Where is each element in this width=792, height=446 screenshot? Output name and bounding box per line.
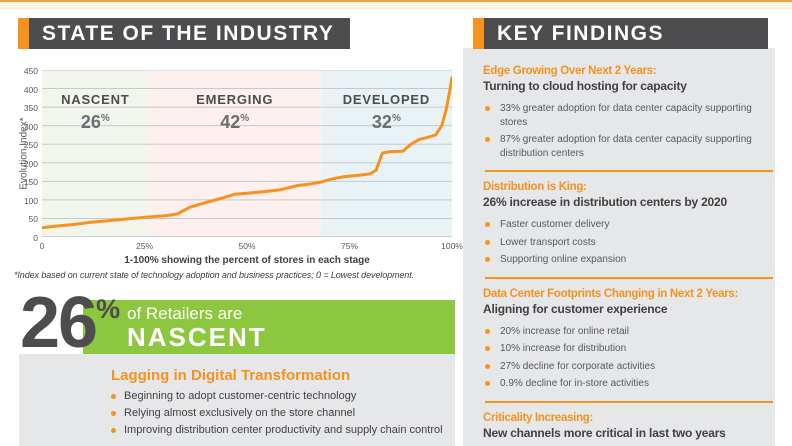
- finding-bullet: Lower transport costs: [485, 236, 775, 250]
- key-findings-title: KEY FINDINGS: [484, 18, 768, 49]
- finding-section: Edge Growing Over Next 2 Years: Turning …: [483, 65, 775, 172]
- y-tick-label: 400: [23, 84, 38, 95]
- x-axis-caption: 1-100% showing the percent of stores in …: [124, 255, 370, 266]
- finding-title: Distribution is King:: [483, 181, 587, 193]
- zone-label-developed: DEVELOPED 32%: [343, 92, 430, 133]
- key-findings-panel: KEY FINDINGS Edge Growing Over Next 2 Ye…: [463, 18, 775, 446]
- x-tick-label: 25%: [135, 241, 153, 251]
- zone-percentage: 42%: [220, 112, 250, 132]
- finding-bullet: 87% greater adoption for data center cap…: [485, 133, 775, 160]
- zone-percentage: 26%: [80, 112, 110, 132]
- finding-bullet-list: 20% increase for online retail 10% increa…: [483, 325, 775, 391]
- finding-bullet: 10% increase for distribution: [485, 342, 775, 356]
- banner-subtext: of Retailers are: [127, 304, 243, 323]
- lagging-title: Lagging in Digital Transformation: [111, 367, 351, 384]
- section-divider: [485, 400, 773, 403]
- section-divider: [485, 170, 773, 172]
- header-accent-block: [18, 18, 29, 49]
- nascent-banner-background: of Retailers are NASCENT: [83, 300, 455, 354]
- zone-nascent: [42, 70, 149, 237]
- finding-subtitle: Aligning for customer experience: [483, 301, 668, 316]
- y-tick-label: 300: [23, 121, 38, 132]
- zone-name: NASCENT: [61, 92, 130, 107]
- section-divider: [485, 276, 773, 279]
- y-tick-label: 450: [23, 66, 38, 76]
- finding-bullet: 33% greater adoption for data center cap…: [485, 102, 775, 129]
- y-tick-label: 250: [23, 140, 38, 151]
- lagging-box: Lagging in Digital Transformation Beginn…: [19, 354, 455, 446]
- finding-section: Data Center Footprints Changing in Next …: [483, 288, 775, 403]
- evolution-index-chart: Evolution Index* 450 400 350 300 250 200 150 10…: [12, 66, 463, 270]
- finding-section: Distribution is King: 26% increase in di…: [483, 181, 775, 279]
- finding-title: Edge Growing Over Next 2 Years:: [483, 65, 657, 77]
- y-tick-label: 200: [23, 158, 38, 169]
- index-footnote: *Index based on current state of technol…: [14, 270, 415, 280]
- y-tick-label: 0: [33, 233, 38, 243]
- finding-subtitle: Turning to cloud hosting for capacity: [483, 79, 687, 93]
- finding-bullet-list: 33% greater adoption for data center cap…: [483, 102, 775, 160]
- zone-percentage: 32%: [371, 112, 401, 132]
- finding-subtitle: New channels more critical in last two y…: [483, 425, 726, 440]
- finding-bullet-list: Faster customer delivery Lower transport …: [483, 218, 775, 267]
- top-accent-bar: [0, 0, 792, 10]
- y-tick-label: 50: [28, 214, 38, 225]
- nascent-banner: of Retailers are NASCENT 26%: [12, 287, 455, 359]
- line-plot: [42, 70, 452, 237]
- state-of-industry-header: STATE OF THE INDUSTRY: [18, 18, 351, 49]
- header-accent-block: [473, 18, 484, 49]
- key-findings-background: [463, 48, 775, 446]
- y-tick-label: 350: [23, 103, 38, 114]
- zone-emerging: [148, 70, 321, 237]
- x-tick-label: 0: [39, 241, 45, 251]
- x-tick-label: 100%: [441, 241, 463, 251]
- finding-bullet: Faster customer delivery: [485, 218, 775, 232]
- finding-section: Criticality Increasing: New channels mor…: [483, 412, 775, 446]
- zone-label-nascent: NASCENT 26%: [61, 92, 129, 133]
- zone-name: DEVELOPED: [342, 92, 431, 107]
- key-findings-header: KEY FINDINGS: [473, 18, 768, 49]
- evolution-index-line: [42, 75, 452, 230]
- lagging-bullet: Beginning to adopt customer-centric tech…: [111, 390, 455, 404]
- finding-bullet: 20% increase for online retail: [485, 325, 775, 339]
- finding-bullet: Supporting online expansion: [485, 253, 775, 267]
- zone-name: EMERGING: [196, 92, 274, 107]
- nascent-percentage-number: 26: [20, 283, 98, 363]
- zone-label-emerging: EMERGING 42%: [196, 92, 273, 133]
- x-tick-label: 50%: [238, 241, 256, 251]
- banner-stage-name: NASCENT: [127, 322, 267, 353]
- finding-bullet: 27% decline for corporate activities: [485, 360, 775, 374]
- finding-subtitle: 26% increase in distribution centers by …: [483, 195, 727, 209]
- finding-title: Criticality Increasing:: [483, 411, 594, 424]
- nascent-percentage: 26%: [20, 287, 121, 359]
- lagging-bullet-list: Beginning to adopt customer-centric tech…: [111, 390, 455, 437]
- y-tick-label: 150: [23, 177, 38, 188]
- page-title: STATE OF THE INDUSTRY: [29, 18, 351, 49]
- findings-sections: Edge Growing Over Next 2 Years: Turning …: [483, 56, 775, 446]
- x-tick-label: 75%: [340, 241, 358, 251]
- percent-sign: %: [96, 294, 121, 324]
- y-tick-label: 100: [23, 195, 38, 206]
- lagging-bullet: Relying almost exclusively on the store …: [111, 407, 455, 421]
- finding-title: Data Center Footprints Changing in Next …: [483, 287, 739, 300]
- lagging-bullet: Improving distribution center productivi…: [111, 424, 455, 438]
- y-axis-label: Evolution Index*: [18, 117, 30, 190]
- finding-bullet: 0.9% decline for in-store activities: [485, 377, 775, 391]
- state-of-industry-panel: STATE OF THE INDUSTRY Evolution Index* 4…: [12, 18, 463, 446]
